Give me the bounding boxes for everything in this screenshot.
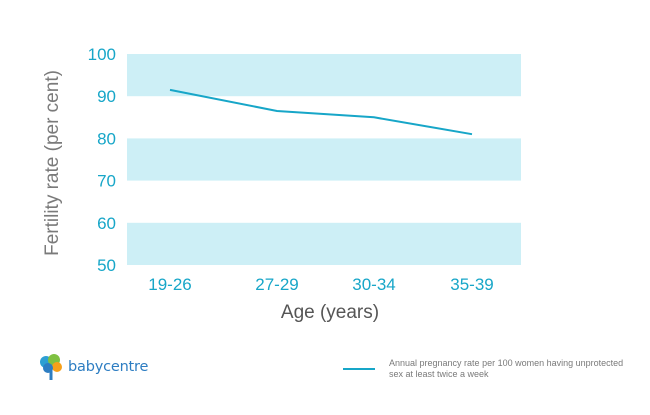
x-tick-label: 30-34 — [352, 275, 395, 294]
y-tick-label: 80 — [97, 129, 116, 148]
babycentre-logo: babycentre — [36, 352, 148, 382]
x-axis-label: Age (years) — [281, 302, 379, 323]
y-tick-label: 60 — [97, 214, 116, 233]
brand-name: babycentre — [68, 359, 148, 375]
band-90-100 — [127, 54, 521, 96]
legend-label: Annual pregnancy rate per 100 women havi… — [389, 358, 629, 380]
y-tick-label: 100 — [88, 45, 116, 64]
y-tick-label: 90 — [97, 87, 116, 106]
x-tick-label: 19-26 — [148, 275, 191, 294]
x-tick-label: 35-39 — [450, 275, 493, 294]
legend: Annual pregnancy rate per 100 women havi… — [343, 358, 629, 380]
y-tick-label: 70 — [97, 172, 116, 191]
x-tick-labels: 19-26 27-29 30-34 35-39 — [148, 275, 493, 294]
series-lines — [170, 90, 472, 135]
legend-line-swatch — [343, 368, 375, 370]
x-tick-label: 27-29 — [255, 275, 298, 294]
tree-icon — [36, 352, 66, 382]
band-70-80 — [127, 138, 521, 180]
y-tick-labels: 50 60 70 80 90 100 — [88, 45, 116, 275]
band-50-60 — [127, 223, 521, 265]
background-bands — [127, 54, 521, 265]
y-tick-label: 50 — [97, 256, 116, 275]
y-axis-label: Fertility rate (per cent) — [42, 70, 63, 256]
series-line — [170, 90, 472, 134]
